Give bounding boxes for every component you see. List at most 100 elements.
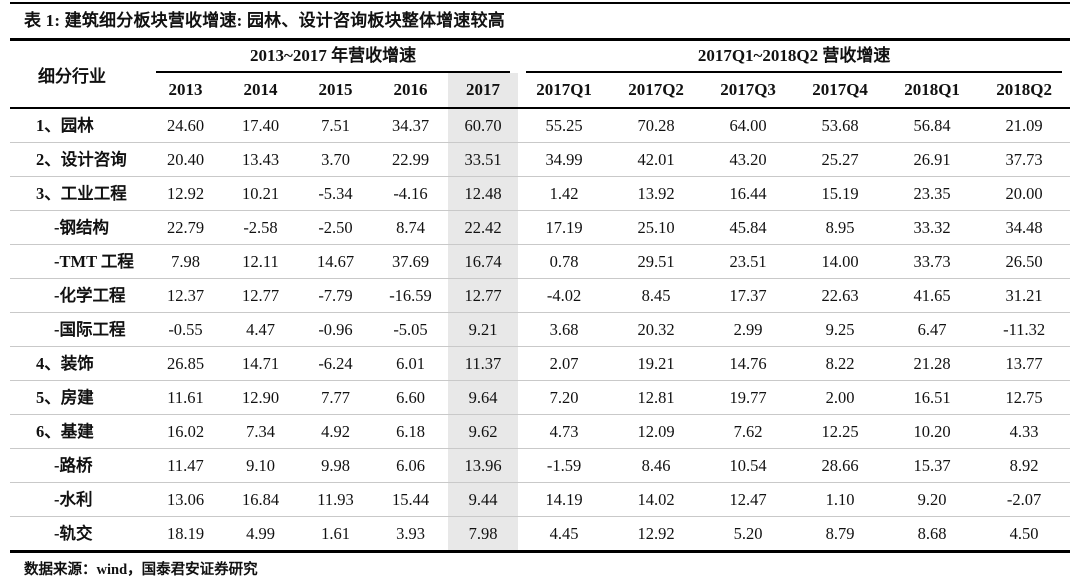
table-row: -化学工程 12.37 12.77 -7.79 -16.59 12.77 -4.02 8.45… [10,278,1071,313]
value-cell: 12.11 [223,244,298,279]
value-cell: 25.27 [794,142,887,177]
row-label: -钢结构 [10,210,148,245]
value-cell: 12.92 [637,524,675,543]
value-cell: 37.69 [373,244,448,279]
table-row: -钢结构 22.79 -2.58 -2.50 8.74 22.42 17.19 25.10 45… [10,210,1071,245]
value-cell: -16.59 [373,278,448,313]
value-cell: -11.32 [978,312,1071,347]
table-row: -水利 13.06 16.84 11.93 15.44 9.44 14.19 14.02 12.… [10,482,1071,517]
value-cell: 16.84 [223,482,298,517]
value-cell: -2.50 [298,210,373,245]
value-cell: 3.70 [298,142,373,177]
value-cell: 64.00 [702,108,795,143]
value-cell: 34.99 [518,142,611,177]
value-cell: 22.63 [794,278,887,313]
value-cell: 8.79 [825,524,855,543]
value-cell: 13.92 [610,176,703,211]
value-cell: 15.19 [794,176,887,211]
table-title: 表 1: 建筑细分板块营收增速: 园林、设计咨询板块整体增速较高 [24,11,505,30]
value-cell: 6.60 [373,380,448,415]
value-cell: 3.68 [518,312,611,347]
row-label: 6、基建 [10,414,148,449]
row-label: 5、房建 [10,380,148,415]
value-cell: 15.44 [373,482,448,517]
value-cell: -0.55 [148,312,223,347]
value-cell: -5.05 [373,312,448,347]
value-cell: 9.62 [448,414,519,449]
column-group-header: 2017Q1~2018Q2 营收增速 [518,40,1070,73]
column-header: 2017Q1 [518,73,611,109]
table-row: 2、设计咨询 20.40 13.43 3.70 22.99 33.51 34.99 42.01… [10,142,1071,177]
value-cell: 9.10 [223,448,298,483]
value-cell: 5.20 [733,524,763,543]
table-row: 1、园林 24.60 17.40 7.51 34.37 60.70 55.25 70.28 64… [10,108,1071,143]
value-cell: -2.07 [978,482,1071,517]
row-label: 4、装饰 [10,346,148,381]
source-note: 数据来源：wind，国泰君安证券研究 [24,562,258,578]
value-cell: 42.01 [610,142,703,177]
value-cell: 9.21 [448,312,519,347]
group-header-row: 细分行业 2013~2017 年营收增速 2017Q1~2018Q2 营收增速 [10,39,1070,109]
value-cell: 9.98 [298,448,373,483]
value-cell: 37.73 [978,142,1071,177]
value-cell: 6.01 [373,346,448,381]
value-cell: 17.37 [702,278,795,313]
value-cell: 28.66 [794,448,887,483]
value-cell: 33.51 [448,142,519,177]
value-cell: 10.21 [223,176,298,211]
row-label: -TMT 工程 [10,244,148,279]
value-cell: 12.09 [610,414,703,449]
value-cell: 12.92 [148,176,223,211]
value-cell: 14.19 [518,482,611,517]
column-header: 2014 [223,73,298,109]
value-cell: 11.93 [298,482,373,517]
value-cell: -5.34 [298,176,373,211]
value-cell: 21.09 [978,108,1071,143]
value-cell: 22.79 [148,210,223,245]
table-body: 1、园林 24.60 17.40 7.51 34.37 60.70 55.25 70.28 64… [10,108,1071,552]
value-cell: 19.21 [610,346,703,381]
value-cell: 29.51 [610,244,703,279]
value-cell: 20.40 [148,142,223,177]
value-cell: 33.73 [886,244,979,279]
value-cell: 8.95 [794,210,887,245]
value-cell: 10.20 [886,414,979,449]
value-cell: 14.02 [610,482,703,517]
value-cell: 3.93 [396,524,425,543]
value-cell: 21.28 [886,346,979,381]
value-cell: 13.06 [148,482,223,517]
row-label: -路桥 [10,448,148,483]
row-label: -轨交 [54,524,93,543]
column-header: 2013 [148,73,223,109]
value-cell: 12.77 [448,278,519,313]
column-header: 2017Q2 [610,73,703,109]
value-cell: 9.44 [448,482,519,517]
value-cell: 31.21 [978,278,1071,313]
value-cell: -7.79 [298,278,373,313]
value-cell: 12.47 [702,482,795,517]
value-cell: 13.77 [978,346,1071,381]
row-label: 2、设计咨询 [10,142,148,177]
value-cell: 4.50 [1009,524,1039,543]
row-label: -水利 [10,482,148,517]
value-cell: 0.78 [518,244,611,279]
column-header: 2017Q3 [702,73,795,109]
value-cell: 12.75 [978,380,1071,415]
table-row: -TMT 工程 7.98 12.11 14.67 37.69 16.74 0.78 29.51… [10,244,1071,279]
value-cell: 7.62 [702,414,795,449]
value-cell: 6.18 [373,414,448,449]
value-cell: 16.74 [448,244,519,279]
value-cell: 11.47 [148,448,223,483]
value-cell: 23.51 [702,244,795,279]
value-cell: -6.24 [298,346,373,381]
value-cell: 7.98 [148,244,223,279]
value-cell: 70.28 [610,108,703,143]
column-header: 2017 [448,73,519,109]
value-cell: 17.19 [518,210,611,245]
column-group-label: 2017Q1~2018Q2 营收增速 [526,41,1063,73]
table-row: 6、基建 16.02 7.34 4.92 6.18 9.62 4.73 12.09 7.62 12… [10,414,1071,449]
value-cell: 20.32 [610,312,703,347]
value-cell: 9.20 [886,482,979,517]
revenue-growth-table: 细分行业 2013~2017 年营收增速 2017Q1~2018Q2 营收增速 201… [10,38,1071,553]
value-cell: 9.64 [448,380,519,415]
